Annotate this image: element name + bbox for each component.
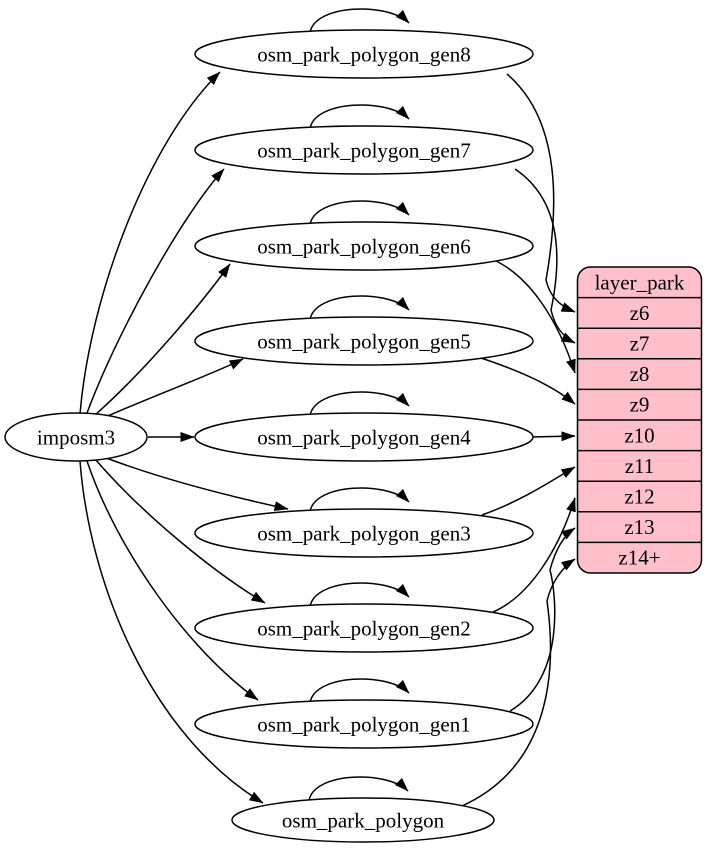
node-osm_park_polygon: osm_park_polygon xyxy=(231,797,495,843)
edge-osm_park_polygon_gen1-osm_park_polygon_gen1 xyxy=(309,678,410,704)
edge-osm_park_polygon_gen8-layer_park-z6 xyxy=(506,73,576,313)
node-shape-osm_park_polygon_gen1 xyxy=(194,699,534,749)
node-shape-osm_park_polygon_gen8 xyxy=(194,29,534,79)
edge-imposm3-osm_park_polygon_gen8 xyxy=(79,71,221,415)
edge-imposm3-osm_park_polygon_gen7 xyxy=(86,168,225,414)
edge-imposm3-osm_park_polygon xyxy=(79,460,264,804)
layer-row-z9: z9 xyxy=(630,393,650,417)
node-shape-osm_park_polygon_gen3 xyxy=(194,508,534,558)
node-osm_park_polygon_gen3: osm_park_polygon_gen3 xyxy=(194,508,534,558)
node-label-osm_park_polygon_gen5: osm_park_polygon_gen5 xyxy=(257,330,470,354)
node-osm_park_polygon_gen8: osm_park_polygon_gen8 xyxy=(194,29,534,79)
node-osm_park_polygon_gen5: osm_park_polygon_gen5 xyxy=(194,316,534,366)
layer-row-z14+: z14+ xyxy=(618,546,660,570)
edge-imposm3-osm_park_polygon_gen3 xyxy=(100,455,289,512)
layer-park-title: layer_park xyxy=(595,270,685,294)
node-imposm3: imposm3 xyxy=(4,412,148,462)
edge-osm_park_polygon_gen6-layer_park-z8 xyxy=(491,258,576,374)
node-osm_park_polygon_gen4: osm_park_polygon_gen4 xyxy=(194,412,534,462)
node-label-osm_park_polygon_gen3: osm_park_polygon_gen3 xyxy=(257,522,470,546)
edge-imposm3-osm_park_polygon_gen6 xyxy=(94,263,231,416)
node-osm_park_polygon_gen7: osm_park_polygon_gen7 xyxy=(194,125,534,175)
node-label-osm_park_polygon_gen7: osm_park_polygon_gen7 xyxy=(257,139,470,163)
layer-row-z8: z8 xyxy=(630,362,650,386)
node-shape-osm_park_polygon_gen7 xyxy=(194,125,534,175)
node-shape-osm_park_polygon_gen5 xyxy=(194,316,534,366)
edge-osm_park_polygon_gen8-osm_park_polygon_gen8 xyxy=(309,8,410,34)
node-osm_park_polygon_gen2: osm_park_polygon_gen2 xyxy=(194,603,534,653)
edge-osm_park_polygon-osm_park_polygon xyxy=(308,776,409,802)
edge-osm_park_polygon_gen2-osm_park_polygon_gen2 xyxy=(309,582,410,608)
edge-osm_park_polygon-layer_park-z14+ xyxy=(461,558,576,807)
edge-osm_park_polygon_gen5-osm_park_polygon_gen5 xyxy=(309,295,410,321)
node-label-osm_park_polygon: osm_park_polygon xyxy=(282,809,445,833)
node-label-osm_park_polygon_gen8: osm_park_polygon_gen8 xyxy=(257,43,470,67)
node-shape-osm_park_polygon_gen6 xyxy=(194,221,534,271)
edge-osm_park_polygon_gen4-layer_park-z10 xyxy=(530,431,576,442)
edge-osm_park_polygon_gen1-layer_park-z13 xyxy=(509,527,576,712)
node-label-imposm3: imposm3 xyxy=(37,426,115,450)
node-osm_park_polygon_gen1: osm_park_polygon_gen1 xyxy=(194,699,534,749)
layer-row-z7: z7 xyxy=(630,332,650,356)
node-osm_park_polygon_gen6: osm_park_polygon_gen6 xyxy=(194,221,534,271)
node-shape-osm_park_polygon xyxy=(231,797,495,843)
node-shape-osm_park_polygon_gen4 xyxy=(194,412,534,462)
node-shape-osm_park_polygon_gen2 xyxy=(194,603,534,653)
edge-imposm3-osm_park_polygon_gen1 xyxy=(86,460,259,701)
layer-row-z6: z6 xyxy=(630,301,650,325)
edge-imposm3-osm_park_polygon_gen5 xyxy=(100,358,244,420)
edge-osm_park_polygon_gen6-osm_park_polygon_gen6 xyxy=(309,200,410,226)
edge-osm_park_polygon_gen4-osm_park_polygon_gen4 xyxy=(309,391,410,417)
layer-park-table: layer_park z6 z7 z8 z9 z10 z11 z12 z13 z14+ xyxy=(576,266,703,574)
node-label-osm_park_polygon_gen6: osm_park_polygon_gen6 xyxy=(257,235,470,259)
node-label-osm_park_polygon_gen4: osm_park_polygon_gen4 xyxy=(257,426,471,450)
node-label-osm_park_polygon_gen1: osm_park_polygon_gen1 xyxy=(257,713,470,737)
edge-osm_park_polygon_gen2-layer_park-z12 xyxy=(492,497,576,613)
edges xyxy=(79,8,576,807)
layer-row-z11: z11 xyxy=(625,454,655,478)
edge-osm_park_polygon_gen5-layer_park-z9 xyxy=(480,357,576,405)
node-shape-imposm3 xyxy=(4,412,148,462)
edge-osm_park_polygon_gen3-layer_park-z11 xyxy=(481,466,576,516)
edge-osm_park_polygon_gen3-osm_park_polygon_gen3 xyxy=(309,487,410,513)
edge-imposm3-osm_park_polygon_gen2 xyxy=(94,458,266,604)
node-label-osm_park_polygon_gen2: osm_park_polygon_gen2 xyxy=(257,617,470,641)
layer-row-z13: z13 xyxy=(624,515,654,539)
edge-osm_park_polygon_gen7-osm_park_polygon_gen7 xyxy=(309,104,410,130)
layer-row-z12: z12 xyxy=(624,485,654,509)
layer-row-z10: z10 xyxy=(624,423,654,447)
edge-osm_park_polygon_gen7-layer_park-z7 xyxy=(514,168,576,344)
